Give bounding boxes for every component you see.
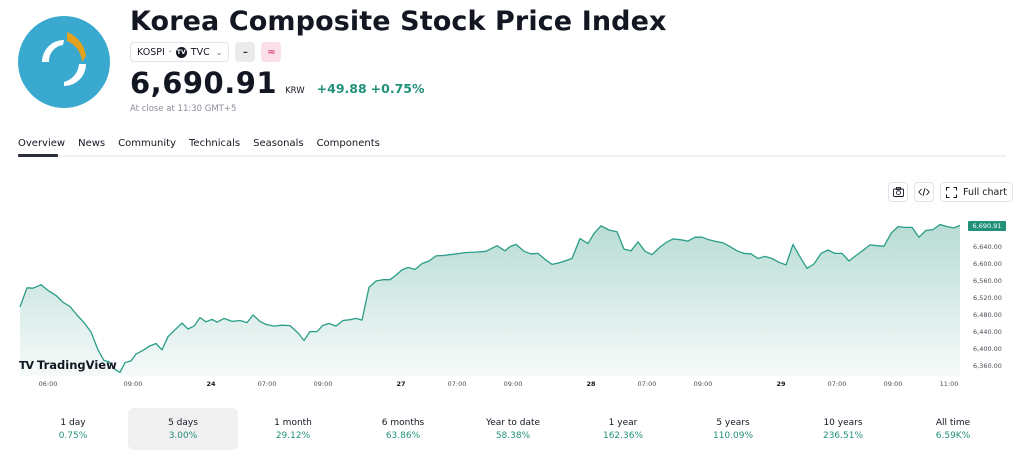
x-axis-tick: 09:00: [313, 380, 333, 388]
x-axis-tick: 07:00: [257, 380, 277, 388]
y-axis-tick: 6,400.00: [973, 345, 1002, 353]
range-5-years[interactable]: 5 years 110.09%: [712, 417, 754, 441]
tradingview-watermark[interactable]: TV TradingView: [19, 358, 117, 372]
range-1-year[interactable]: 1 year 162.36%: [602, 417, 644, 441]
y-axis-tick: 6,480.00: [973, 311, 1002, 319]
y-axis-tick: 6,560.00: [973, 277, 1002, 285]
market-status: At close at 11:30 GMT+5: [130, 104, 237, 114]
tab-news[interactable]: News: [78, 138, 106, 149]
range-ytd[interactable]: Year to date 58.38%: [485, 417, 541, 441]
y-axis-tick: 6,440.00: [973, 328, 1002, 336]
performance-ranges: 1 day 0.75% 5 days 3.00% 1 month 29.12% 6 m…: [18, 408, 1008, 450]
tradingview-logo-icon: TV: [19, 358, 34, 372]
x-axis-tick: 24: [206, 380, 216, 388]
y-axis-tick: 6,600.00: [973, 260, 1002, 268]
range-10-years[interactable]: 10 years 236.51%: [822, 417, 864, 441]
price-row: 6,690.91 KRW +49.88 +0.75%: [130, 66, 429, 100]
range-5-days[interactable]: 5 days 3.00%: [128, 408, 238, 450]
tab-technicals[interactable]: Technicals: [189, 138, 241, 149]
current-price-tag: 6,690.91: [968, 221, 1006, 231]
tab-bar: Overview News Community Technicals Seaso…: [18, 138, 380, 155]
x-axis-tick: 09:00: [883, 380, 903, 388]
y-axis-tick: 6,640.00: [973, 243, 1002, 251]
x-axis-tick: 29: [776, 380, 786, 388]
chevron-down-icon: ⌄: [215, 47, 223, 57]
chart-area: [20, 224, 960, 376]
x-axis-tick: 07:00: [447, 380, 467, 388]
x-axis-tick: 27: [396, 380, 406, 388]
current-price: 6,690.91: [130, 66, 278, 100]
active-tab-indicator: [18, 154, 58, 157]
x-axis-tick: 09:00: [693, 380, 713, 388]
tab-seasonals[interactable]: Seasonals: [253, 138, 304, 149]
change-abs: +49.88: [316, 81, 367, 96]
kospi-logo: [18, 16, 110, 108]
code-icon[interactable]: [914, 182, 934, 202]
x-axis-tick: 11:00: [939, 380, 959, 388]
tab-overview[interactable]: Overview: [18, 138, 66, 149]
minus-icon[interactable]: –: [235, 42, 256, 62]
page-title: Korea Composite Stock Price Index: [130, 6, 667, 37]
chart-line: [19, 223, 961, 374]
exchange-selector[interactable]: KOSPI · TV TVC ⌄: [130, 42, 230, 62]
x-axis-tick: 28: [586, 380, 596, 388]
approx-icon[interactable]: ≈: [261, 42, 282, 62]
range-1-month[interactable]: 1 month 29.12%: [274, 417, 312, 441]
price-chart[interactable]: [0, 196, 1024, 396]
y-axis-tick: 6,360.00: [973, 362, 1002, 370]
fullscreen-icon: [946, 186, 957, 198]
x-axis-tick: 07:00: [827, 380, 847, 388]
range-1-day[interactable]: 1 day 0.75%: [58, 417, 88, 441]
watermark-label: TradingView: [37, 358, 117, 372]
tabs-divider: [18, 155, 1006, 157]
price-change: +49.88 +0.75%: [317, 81, 429, 96]
symbol-chips: KOSPI · TV TVC ⌄ – ≈: [130, 42, 282, 62]
tab-components[interactable]: Components: [316, 138, 380, 149]
exchange-label: TVC: [190, 46, 210, 58]
range-6-months[interactable]: 6 months 63.86%: [381, 417, 425, 441]
tab-community[interactable]: Community: [118, 138, 177, 149]
tv-logo-icon: TV: [175, 46, 187, 58]
x-axis-tick: 09:00: [503, 380, 523, 388]
chart-toolbar: Full chart: [888, 182, 1013, 202]
change-pct: +0.75%: [370, 81, 425, 96]
x-axis-tick: 07:00: [637, 380, 657, 388]
range-all-time[interactable]: All time 6.59K%: [935, 417, 971, 441]
currency: KRW: [285, 86, 305, 96]
x-axis-tick: 09:00: [123, 380, 143, 388]
full-chart-button[interactable]: Full chart: [940, 182, 1013, 202]
x-axis-tick: 06:00: [38, 380, 58, 388]
separator: ·: [168, 46, 172, 58]
symbol-label: KOSPI: [137, 46, 165, 58]
camera-icon[interactable]: [888, 182, 908, 202]
full-chart-label: Full chart: [963, 186, 1007, 198]
logo-swirl-icon: [42, 32, 86, 86]
y-axis-tick: 6,520.00: [973, 294, 1002, 302]
